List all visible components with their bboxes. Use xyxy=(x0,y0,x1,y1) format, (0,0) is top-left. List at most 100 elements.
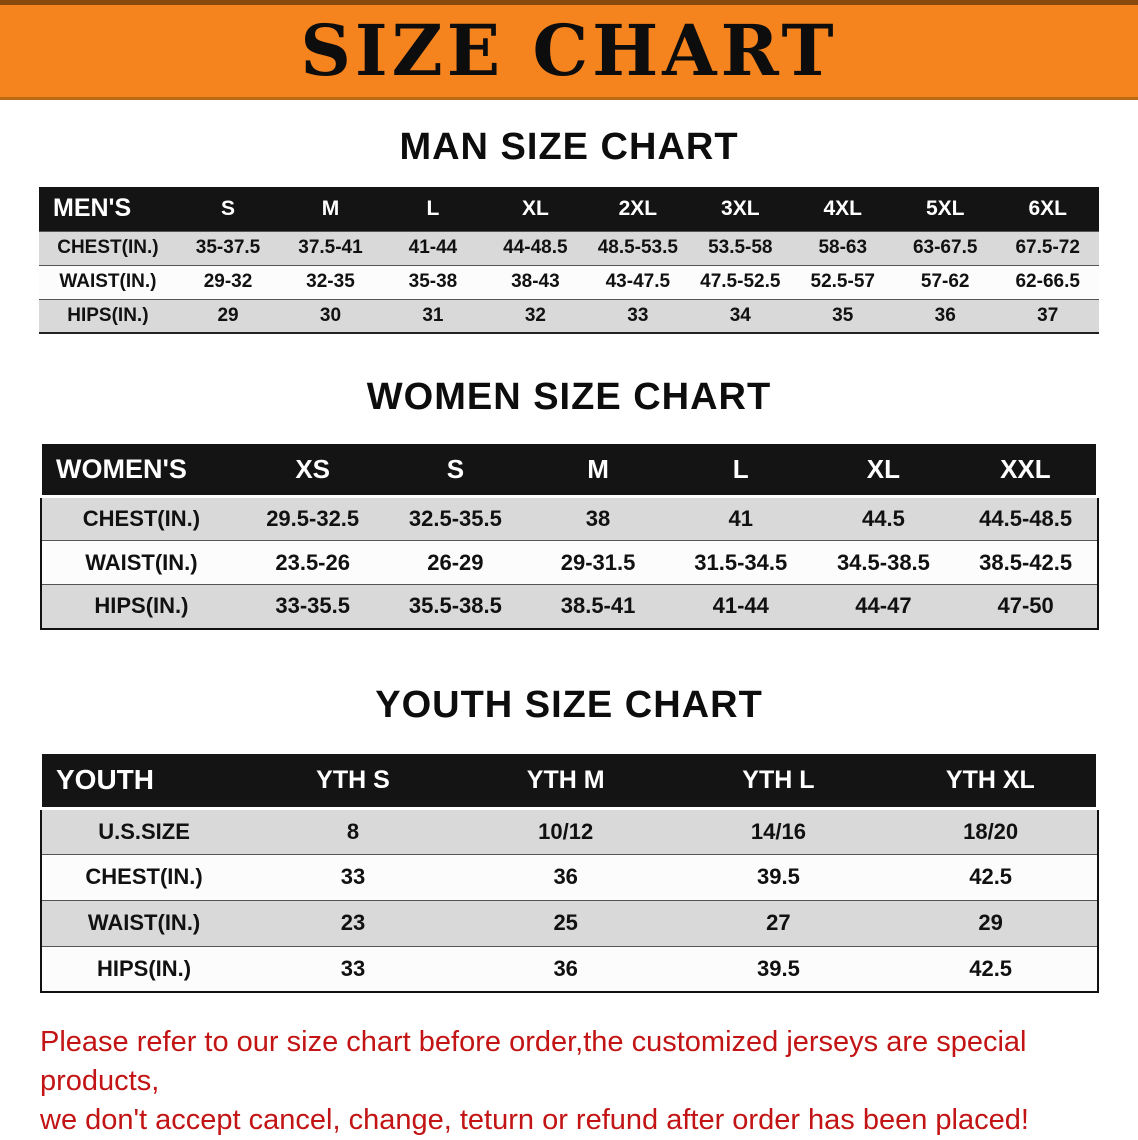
size-column-header: YTH XL xyxy=(884,750,1099,810)
measurement-value: 31.5-34.5 xyxy=(669,540,813,585)
measurement-value: 53.5-58 xyxy=(689,230,792,266)
measurement-value: 36 xyxy=(459,945,673,993)
measurement-value: 41-44 xyxy=(381,230,485,266)
men-size-table: MEN'S S M L XL 2XL 3XL 4XL 5XL 6XL CHEST(IN.) 35-37… xyxy=(39,187,1099,334)
measurement-value: 42.5 xyxy=(884,945,1098,993)
measurement-value: 29.5-32.5 xyxy=(241,496,385,541)
measurement-value: 33 xyxy=(586,298,690,334)
measurement-value: 37 xyxy=(996,298,1099,334)
measurement-label: HIPS(IN.) xyxy=(39,298,177,334)
women-size-table: WOMEN'S XS S M L XL XXL CHEST(IN.) 29.5-32.5 32.5… xyxy=(39,441,1099,630)
measurement-label: WAIST(IN.) xyxy=(39,264,177,300)
size-column-header: 3XL xyxy=(689,187,792,231)
measurement-value: 29 xyxy=(176,298,280,334)
measurement-value: 27 xyxy=(672,899,885,947)
table-row: U.S.SIZE 8 10/12 14/16 18/20 xyxy=(40,807,1098,855)
measurement-value: 35-37.5 xyxy=(176,230,280,266)
size-column-header: YTH M xyxy=(459,750,673,810)
measurement-value: 62-66.5 xyxy=(996,264,1099,300)
table-header-row: YOUTH YTH S YTH M YTH L YTH XL xyxy=(38,750,1099,810)
measurement-value: 8 xyxy=(246,807,460,855)
measurement-value: 32 xyxy=(484,298,587,334)
table-header-row: WOMEN'S XS S M L XL XXL xyxy=(39,441,1099,498)
size-column-header: M xyxy=(279,187,382,231)
size-column-header: L xyxy=(669,441,813,498)
measurement-value: 44-47 xyxy=(812,584,955,629)
table-row: HIPS(IN.) 29 30 31 32 33 34 35 36 37 xyxy=(39,298,1099,334)
measurement-label: HIPS(IN.) xyxy=(40,584,242,629)
measurement-label: WAIST(IN.) xyxy=(40,540,242,585)
youth-section-heading: YOUTH SIZE CHART xyxy=(375,683,763,726)
disclaimer: Please refer to our size chart before or… xyxy=(40,1023,1098,1140)
measurement-value: 29-32 xyxy=(176,264,280,300)
measurement-value: 47-50 xyxy=(954,584,1098,629)
measurement-value: 58-63 xyxy=(791,230,894,266)
measurement-value: 47.5-52.5 xyxy=(689,264,792,300)
measurement-label: CHEST(IN.) xyxy=(40,853,247,901)
measurement-value: 29 xyxy=(884,899,1098,947)
measurement-label: WAIST(IN.) xyxy=(40,899,247,947)
measurement-label: CHEST(IN.) xyxy=(39,230,177,266)
size-column-header: S xyxy=(176,187,280,231)
measurement-value: 36 xyxy=(893,298,997,334)
women-size-chart-section: WOMEN SIZE CHART WOMEN'S XS S M L XL XXL CHEST(I… xyxy=(0,376,1138,630)
size-column-header: YTH S xyxy=(246,750,460,810)
measurement-value: 29-31.5 xyxy=(526,540,670,585)
measurement-label: CHEST(IN.) xyxy=(40,496,242,541)
measurement-value: 41-44 xyxy=(669,584,813,629)
youth-size-table: YOUTH YTH S YTH M YTH L YTH XL U.S.SIZE 8 10/12… xyxy=(38,750,1099,993)
measurement-value: 14/16 xyxy=(672,807,885,855)
measurement-label: U.S.SIZE xyxy=(40,807,247,855)
measurement-value: 38-43 xyxy=(484,264,587,300)
measurement-value: 35-38 xyxy=(381,264,485,300)
table-row: WAIST(IN.) 29-32 32-35 35-38 38-43 43-47.5 47.… xyxy=(39,264,1099,300)
women-section-heading: WOMEN SIZE CHART xyxy=(366,376,772,418)
size-column-header: XS xyxy=(241,441,385,498)
measurement-value: 34.5-38.5 xyxy=(812,540,955,585)
banner-title: SIZE CHART xyxy=(300,9,838,92)
table-row: CHEST(IN.) 33 36 39.5 42.5 xyxy=(40,853,1098,901)
measurement-value: 32-35 xyxy=(279,264,382,300)
disclaimer-line-2: we don't accept cancel, change, teturn o… xyxy=(40,1104,1029,1137)
measurement-value: 43-47.5 xyxy=(586,264,690,300)
measurement-value: 41 xyxy=(669,496,813,541)
size-column-header: M xyxy=(526,441,670,498)
measurement-value: 44-48.5 xyxy=(484,230,587,266)
measurement-value: 35.5-38.5 xyxy=(384,584,527,629)
size-column-header: XXL xyxy=(954,441,1099,498)
measurement-value: 38.5-42.5 xyxy=(954,540,1098,585)
measurement-value: 42.5 xyxy=(884,853,1098,901)
measurement-value: 18/20 xyxy=(884,807,1098,855)
disclaimer-line-1: Please refer to our size chart before or… xyxy=(40,1026,1027,1098)
table-group-label: WOMEN'S xyxy=(39,441,242,498)
measurement-value: 33-35.5 xyxy=(241,584,385,629)
size-chart-banner: SIZE CHART xyxy=(0,0,1138,100)
men-size-chart-section: MAN SIZE CHART MEN'S S M L XL 2XL 3XL 4XL 5XL 6XL C… xyxy=(0,126,1138,334)
measurement-value: 39.5 xyxy=(672,853,885,901)
measurement-value: 39.5 xyxy=(672,945,885,993)
measurement-value: 33 xyxy=(246,945,460,993)
measurement-value: 30 xyxy=(279,298,382,334)
table-row: CHEST(IN.) 35-37.5 37.5-41 41-44 44-48.5 48.5… xyxy=(39,230,1099,266)
table-row: WAIST(IN.) 23.5-26 26-29 29-31.5 31.5-34.5 34… xyxy=(40,540,1098,585)
measurement-value: 32.5-35.5 xyxy=(384,496,527,541)
measurement-value: 52.5-57 xyxy=(791,264,894,300)
measurement-value: 38.5-41 xyxy=(526,584,670,629)
measurement-label: HIPS(IN.) xyxy=(40,945,247,993)
size-column-header: 4XL xyxy=(791,187,894,231)
measurement-value: 33 xyxy=(246,853,460,901)
measurement-value: 23.5-26 xyxy=(241,540,385,585)
table-row: HIPS(IN.) 33 36 39.5 42.5 xyxy=(40,945,1098,993)
measurement-value: 36 xyxy=(459,853,673,901)
table-row: WAIST(IN.) 23 25 27 29 xyxy=(40,899,1098,947)
men-section-heading: MAN SIZE CHART xyxy=(399,126,739,168)
measurement-value: 57-62 xyxy=(893,264,997,300)
youth-size-chart-section: YOUTH SIZE CHART YOUTH YTH S YTH M YTH L YTH … xyxy=(0,683,1138,993)
table-row: CHEST(IN.) 29.5-32.5 32.5-35.5 38 41 44.5 44.5… xyxy=(40,496,1098,541)
measurement-value: 34 xyxy=(689,298,792,334)
size-column-header: S xyxy=(384,441,527,498)
measurement-value: 35 xyxy=(791,298,894,334)
measurement-value: 63-67.5 xyxy=(893,230,997,266)
measurement-value: 26-29 xyxy=(384,540,527,585)
table-header-row: MEN'S S M L XL 2XL 3XL 4XL 5XL 6XL xyxy=(39,187,1099,231)
